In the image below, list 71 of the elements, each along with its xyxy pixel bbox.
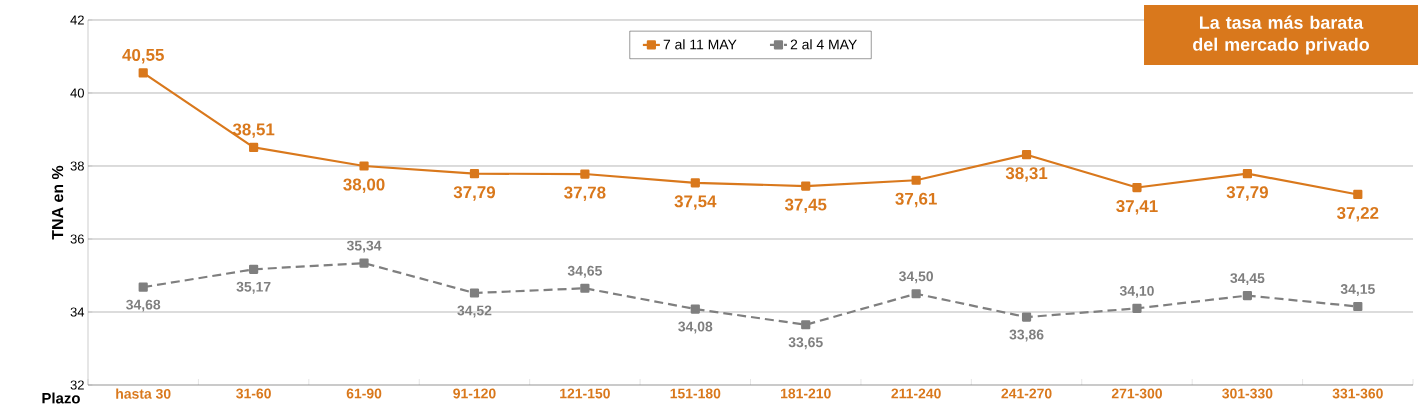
annotation: La tasa más barata del mercado privado [1193, 15, 1369, 55]
x-tick-label: 151-180 [670, 388, 721, 399]
y-axis-title: TNA en % [51, 165, 64, 240]
data-label: 33,65 [788, 337, 823, 350]
point [911, 175, 921, 185]
point [469, 169, 480, 179]
y-tick-label: 40 [70, 88, 84, 98]
y-tick-label: 34 [70, 307, 85, 317]
data-label: 38,31 [1005, 167, 1048, 182]
y-tick-label: 36 [70, 234, 84, 244]
point [1132, 303, 1142, 313]
point [580, 169, 590, 179]
point [138, 282, 148, 292]
point [801, 181, 811, 191]
point [1132, 182, 1142, 193]
x-tick-label: 301-330 [1222, 388, 1273, 399]
legend-label: 2 al 4 MAY [790, 39, 857, 50]
point [690, 304, 700, 314]
x-tick-label: 91-120 [453, 388, 496, 399]
y-tick-label: 38 [70, 161, 84, 171]
x-tick-label: 121-150 [560, 388, 610, 399]
data-label: 34,10 [1119, 285, 1154, 298]
point [580, 283, 590, 293]
point [690, 178, 700, 188]
data-label: 34,65 [567, 265, 602, 278]
point [1353, 301, 1363, 312]
data-label: 37,54 [674, 195, 717, 210]
x-tick-label: 271-300 [1111, 388, 1162, 399]
data-label: 37,79 [1226, 186, 1268, 201]
x-tick-label: 181-210 [781, 388, 831, 399]
data-label: 34,50 [899, 271, 934, 284]
x-tick-label: 241-270 [1001, 388, 1052, 399]
point [249, 142, 259, 152]
data-label: 34,15 [1340, 284, 1375, 296]
point [359, 258, 369, 268]
data-label: 35,17 [236, 281, 271, 294]
data-label: 34,68 [126, 299, 161, 312]
x-tick-label: 331-360 [1332, 388, 1383, 399]
data-label: 34,52 [457, 305, 492, 318]
data-label: 33,86 [1009, 329, 1044, 342]
point [1021, 150, 1032, 160]
point [249, 264, 259, 274]
x-tick-label: hasta 30 [116, 388, 171, 399]
x-tick-label: 61-90 [346, 388, 382, 399]
point [469, 288, 480, 298]
data-label: 35,34 [346, 240, 382, 253]
y-tick-label: 32 [70, 380, 84, 390]
x-tick-label: 31-60 [236, 388, 271, 399]
point [1353, 189, 1363, 200]
point [801, 320, 811, 330]
point [138, 68, 148, 78]
data-label: 37,61 [895, 192, 937, 208]
point [359, 161, 369, 171]
data-label: 34,45 [1230, 273, 1265, 286]
point [1242, 169, 1252, 179]
point [1021, 312, 1032, 322]
x-tick-label: 211-240 [891, 388, 941, 399]
data-label: 37,41 [1116, 200, 1158, 215]
legend-label: 7 al 11 MAY [663, 39, 737, 50]
y-tick-label: 42 [70, 15, 84, 25]
data-label: 37,22 [1337, 206, 1379, 222]
data-label: 38,00 [343, 178, 385, 193]
data-label: 34,08 [678, 321, 713, 334]
data-label: 37,45 [784, 198, 827, 214]
point [1242, 290, 1252, 301]
data-label: 38,51 [232, 123, 275, 138]
point [911, 289, 921, 299]
x-axis-title: Plazo [42, 392, 80, 404]
data-label: 37,78 [564, 186, 606, 201]
data-label: 37,79 [453, 186, 496, 201]
data-label: 40,55 [122, 48, 164, 64]
